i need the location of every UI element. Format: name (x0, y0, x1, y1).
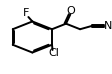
Text: Cl: Cl (48, 48, 59, 58)
Text: O: O (67, 6, 75, 16)
Text: F: F (23, 8, 30, 18)
Text: N: N (104, 21, 112, 31)
